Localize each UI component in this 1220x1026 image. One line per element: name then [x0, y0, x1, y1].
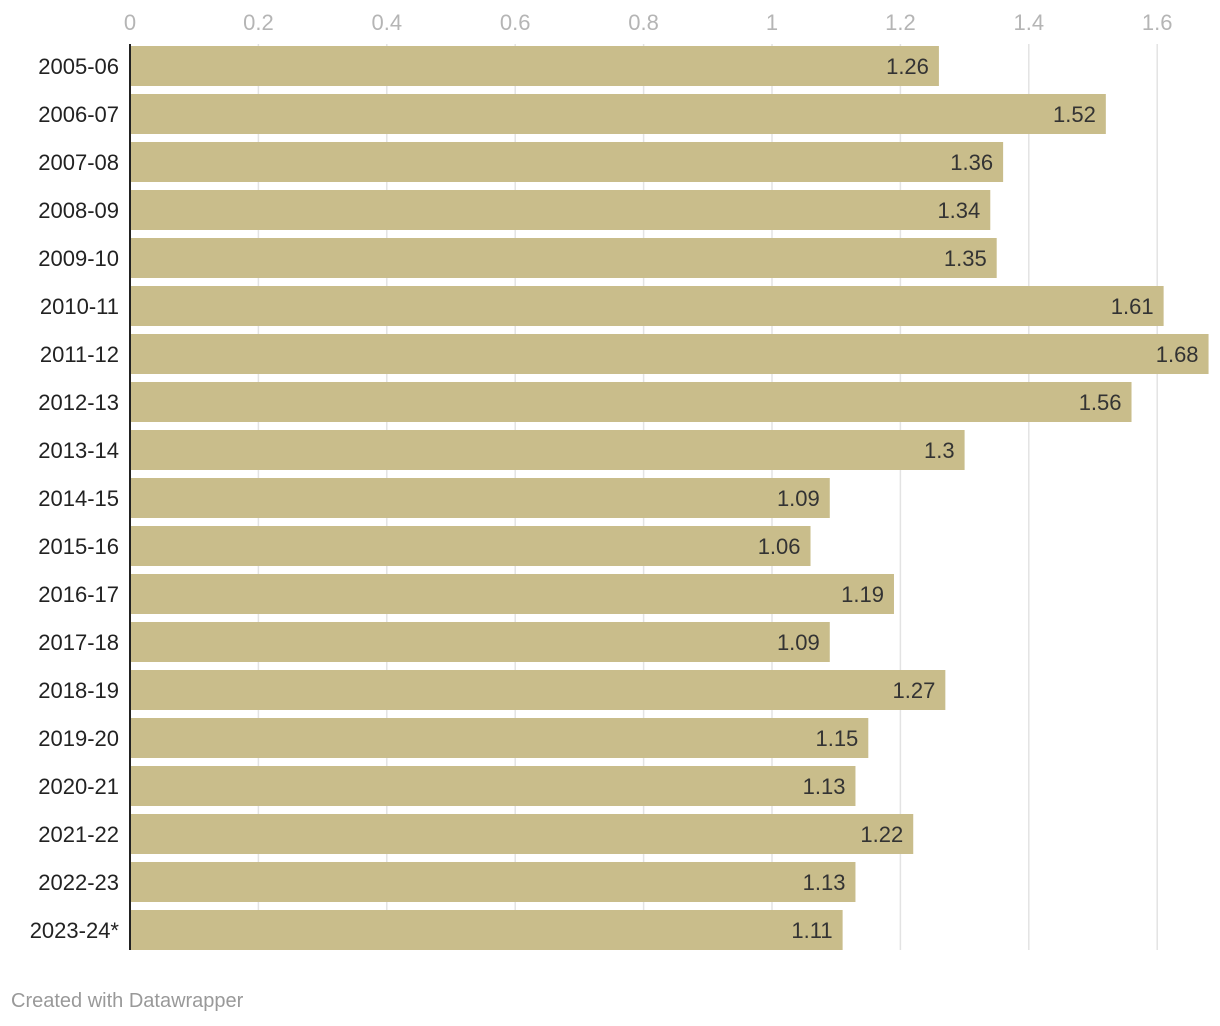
category-label: 2015-16	[38, 534, 119, 559]
bar-chart: 0 0.2 0.4 0.6 0.8 1 1.2 1.4 1.6 2005-062006-0720…	[30, 10, 1209, 950]
x-tick-label: 0.2	[243, 10, 274, 35]
x-axis-ticks: 0 0.2 0.4 0.6 0.8 1 1.2 1.4 1.6	[124, 10, 1173, 35]
category-label: 2013-14	[38, 438, 119, 463]
value-label: 1.26	[886, 54, 929, 79]
bar	[130, 670, 946, 710]
value-label: 1.11	[791, 918, 832, 943]
value-label: 1.35	[944, 246, 987, 271]
category-label: 2008-09	[38, 198, 119, 223]
value-label: 1.09	[777, 630, 820, 655]
bar	[130, 622, 830, 662]
category-label: 2022-23	[38, 870, 119, 895]
category-label: 2009-10	[38, 246, 119, 271]
category-label: 2010-11	[40, 294, 119, 319]
x-tick-label: 1	[766, 10, 778, 35]
value-labels: 1.26 1.52 1.36 1.34 1.35 1.611.68 1.56 1.3 1.09 1…	[758, 54, 1199, 943]
value-label: 1.56	[1079, 390, 1122, 415]
bar	[130, 814, 914, 854]
bar	[130, 46, 939, 86]
footer-credit: Created with Datawrapper	[11, 990, 244, 1012]
x-tick-label: 0.4	[372, 10, 403, 35]
value-label: 1.68	[1156, 342, 1199, 367]
category-label: 2014-15	[38, 486, 119, 511]
value-label: 1.22	[860, 822, 903, 847]
x-tick-label: 0.8	[628, 10, 659, 35]
x-tick-label: 1.4	[1014, 10, 1045, 35]
category-label: 2018-19	[38, 678, 119, 703]
bar	[130, 334, 1209, 374]
bar	[130, 94, 1106, 134]
value-label: 1.15	[815, 726, 858, 751]
bar	[130, 526, 811, 566]
value-label: 1.19	[841, 582, 884, 607]
category-labels: 2005-06 2006-07 2007-08 2008-09 2009-10 2010-…	[30, 54, 120, 943]
category-label: 2005-06	[38, 54, 119, 79]
bar	[130, 766, 856, 806]
bar	[130, 142, 1004, 182]
bar	[130, 286, 1164, 326]
x-tick-label: 0.6	[500, 10, 531, 35]
category-label: 2007-08	[38, 150, 119, 175]
x-tick-label: 0	[124, 10, 136, 35]
category-label: 2019-20	[38, 726, 119, 751]
value-label: 1.61	[1111, 294, 1154, 319]
bar	[130, 190, 991, 230]
category-label: 2020-21	[38, 774, 119, 799]
category-label: 2006-07	[38, 102, 119, 127]
x-tick-label: 1.6	[1142, 10, 1173, 35]
bar	[130, 382, 1132, 422]
bars	[130, 46, 1209, 950]
bar	[130, 430, 965, 470]
bar	[130, 478, 830, 518]
value-label: 1.27	[893, 678, 936, 703]
category-label: 2016-17	[38, 582, 119, 607]
value-label: 1.36	[950, 150, 993, 175]
category-label: 2021-22	[38, 822, 119, 847]
value-label: 1.3	[924, 438, 955, 463]
bar	[130, 718, 869, 758]
x-tick-label: 1.2	[885, 10, 916, 35]
value-label: 1.09	[777, 486, 820, 511]
value-label: 1.06	[758, 534, 801, 559]
category-label: 2011-12	[40, 342, 119, 367]
value-label: 1.13	[803, 774, 846, 799]
value-label: 1.34	[937, 198, 980, 223]
bar	[130, 862, 856, 902]
value-label: 1.52	[1053, 102, 1096, 127]
value-label: 1.13	[803, 870, 846, 895]
category-label: 2023-24*	[30, 918, 120, 943]
bar	[130, 238, 997, 278]
bar	[130, 910, 843, 950]
category-label: 2012-13	[38, 390, 119, 415]
bar	[130, 574, 894, 614]
category-label: 2017-18	[38, 630, 119, 655]
